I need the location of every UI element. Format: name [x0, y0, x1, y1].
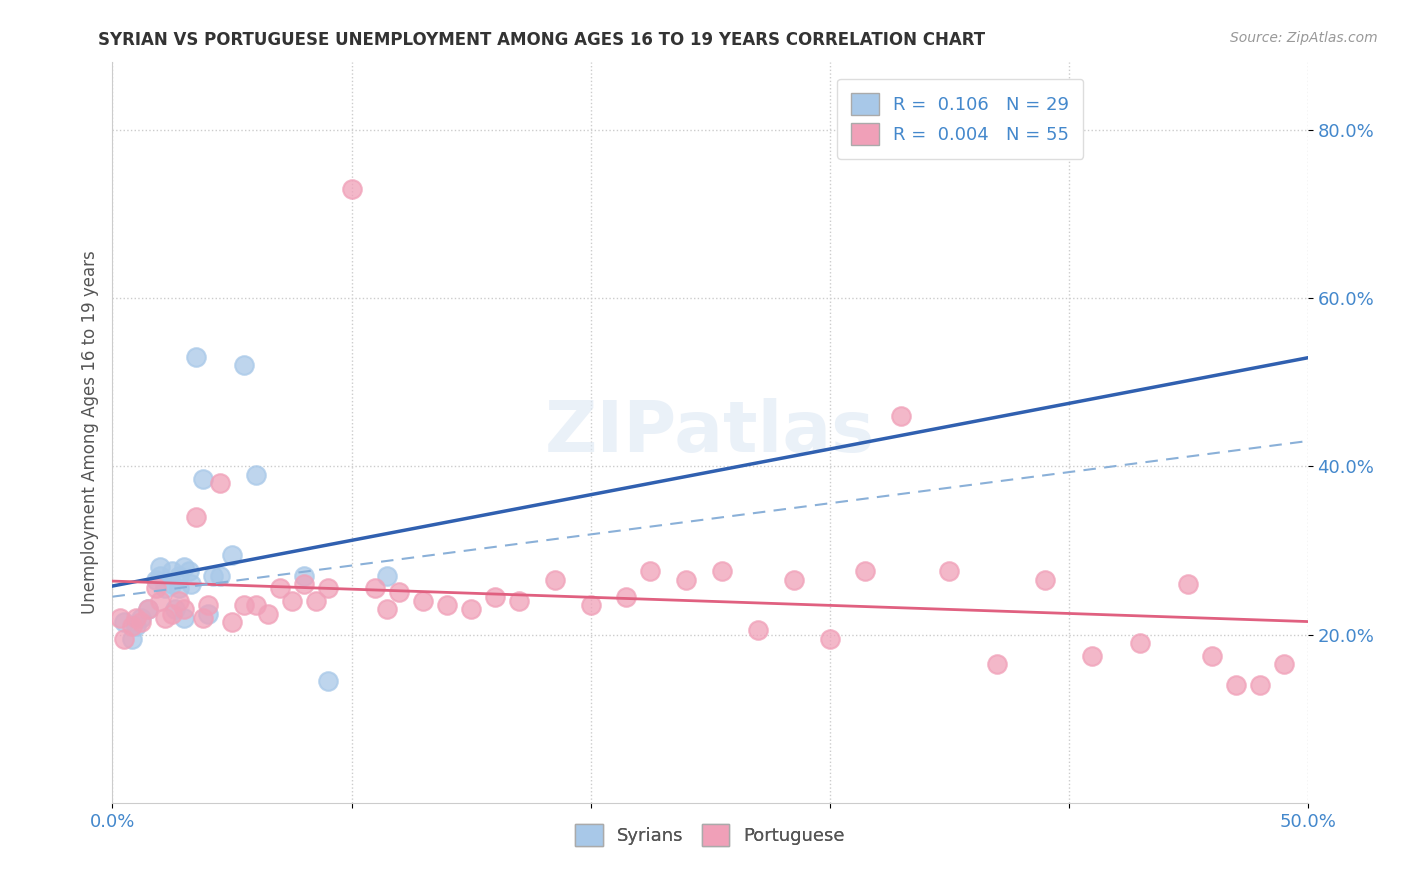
- Point: [169, 594, 191, 608]
- Point: [675, 573, 697, 587]
- Point: [162, 577, 183, 591]
- Point: [197, 598, 219, 612]
- Point: [209, 476, 232, 491]
- Point: [149, 594, 172, 608]
- Point: [233, 598, 256, 612]
- Point: [316, 581, 339, 595]
- Point: [543, 573, 565, 587]
- Point: [169, 581, 191, 595]
- Point: [162, 565, 183, 579]
- Point: [145, 581, 167, 595]
- Point: [782, 573, 804, 587]
- Point: [616, 590, 638, 604]
- Point: [193, 610, 215, 624]
- Point: [186, 509, 208, 524]
- Point: [579, 598, 602, 612]
- Point: [305, 594, 328, 608]
- Point: [233, 359, 256, 373]
- Point: [711, 565, 734, 579]
- Point: [221, 615, 243, 629]
- Point: [1201, 648, 1223, 663]
- Point: [180, 577, 202, 591]
- Text: Source: ZipAtlas.com: Source: ZipAtlas.com: [1230, 31, 1378, 45]
- Point: [1225, 678, 1247, 692]
- Point: [640, 565, 662, 579]
- Point: [1249, 678, 1271, 692]
- Point: [197, 607, 219, 621]
- Point: [129, 615, 152, 629]
- Y-axis label: Unemployment Among Ages 16 to 19 years: Unemployment Among Ages 16 to 19 years: [80, 251, 98, 615]
- Text: SYRIAN VS PORTUGUESE UNEMPLOYMENT AMONG AGES 16 TO 19 YEARS CORRELATION CHART: SYRIAN VS PORTUGUESE UNEMPLOYMENT AMONG …: [98, 31, 986, 49]
- Point: [316, 673, 339, 688]
- Point: [1033, 573, 1056, 587]
- Point: [377, 602, 399, 616]
- Point: [747, 624, 769, 638]
- Point: [269, 581, 291, 595]
- Point: [209, 568, 232, 582]
- Point: [186, 350, 208, 364]
- Point: [508, 594, 530, 608]
- Point: [1272, 657, 1295, 671]
- Point: [377, 568, 399, 582]
- Point: [153, 610, 176, 624]
- Point: [173, 560, 195, 574]
- Point: [169, 568, 191, 582]
- Point: [173, 610, 195, 624]
- Point: [163, 602, 186, 616]
- Point: [201, 568, 224, 582]
- Point: [162, 607, 183, 621]
- Point: [1129, 636, 1152, 650]
- Point: [292, 577, 315, 591]
- Point: [193, 472, 215, 486]
- Point: [121, 619, 143, 633]
- Point: [153, 581, 176, 595]
- Point: [173, 602, 195, 616]
- Point: [1081, 648, 1104, 663]
- Legend: Syrians, Portuguese: Syrians, Portuguese: [561, 809, 859, 861]
- Point: [436, 598, 458, 612]
- Point: [138, 602, 160, 616]
- Point: [221, 548, 243, 562]
- Point: [245, 598, 267, 612]
- Point: [125, 619, 148, 633]
- Point: [149, 568, 172, 582]
- Point: [281, 594, 304, 608]
- Point: [257, 607, 280, 621]
- Point: [364, 581, 387, 595]
- Point: [412, 594, 434, 608]
- Point: [138, 602, 160, 616]
- Point: [108, 610, 131, 624]
- Point: [818, 632, 841, 646]
- Point: [388, 585, 411, 599]
- Point: [986, 657, 1008, 671]
- Point: [114, 632, 135, 646]
- Text: ZIPatlas: ZIPatlas: [546, 398, 875, 467]
- Point: [938, 565, 960, 579]
- Point: [292, 568, 315, 582]
- Point: [114, 615, 135, 629]
- Point: [890, 409, 912, 423]
- Point: [125, 610, 148, 624]
- Point: [340, 181, 363, 195]
- Point: [245, 467, 267, 482]
- Point: [1177, 577, 1199, 591]
- Point: [129, 610, 152, 624]
- Point: [149, 560, 172, 574]
- Point: [484, 590, 506, 604]
- Point: [145, 573, 167, 587]
- Point: [460, 602, 482, 616]
- Point: [855, 565, 877, 579]
- Point: [121, 632, 143, 646]
- Point: [177, 565, 200, 579]
